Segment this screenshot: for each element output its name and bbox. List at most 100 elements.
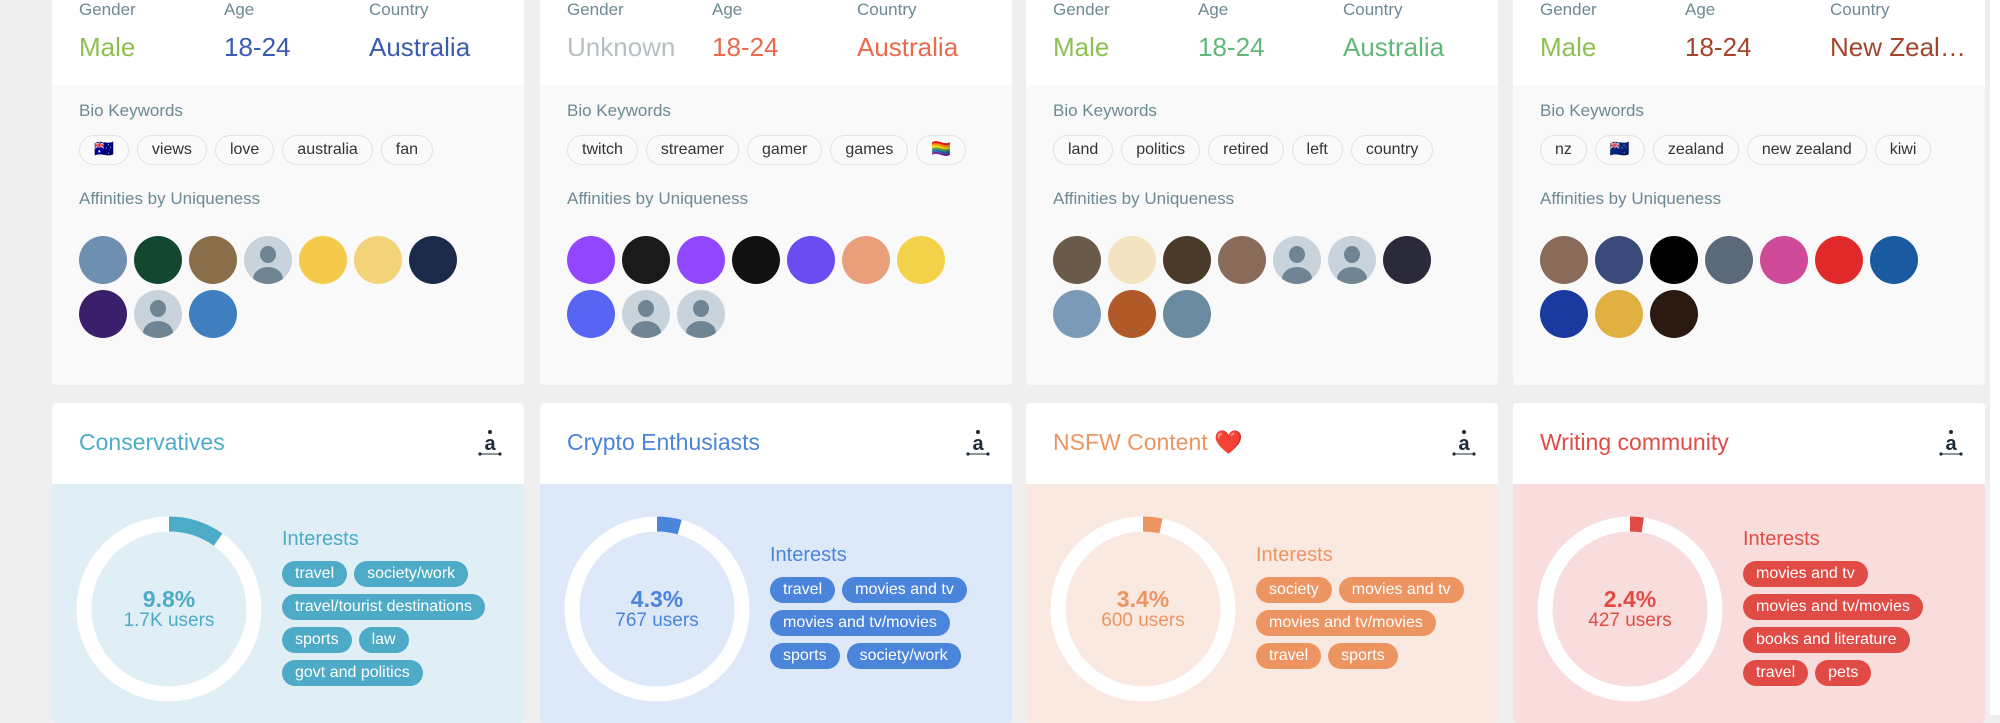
avatar[interactable] xyxy=(1540,290,1588,338)
avatar-placeholder-icon[interactable] xyxy=(1273,236,1321,284)
interest-chip[interactable]: books and literature xyxy=(1743,627,1910,653)
segment-body: 9.8% 1.7K users Interests travel society/wor… xyxy=(52,484,524,723)
keyword-chip[interactable]: new zealand xyxy=(1746,135,1867,165)
keyword-chip[interactable]: australia xyxy=(282,135,373,165)
interest-chip[interactable]: law xyxy=(358,627,409,653)
avatar[interactable] xyxy=(1815,236,1863,284)
segment-title[interactable]: NSFW Content ❤️ xyxy=(1053,429,1243,455)
avatar[interactable] xyxy=(189,290,237,338)
keyword-chip[interactable]: gamer xyxy=(747,135,823,165)
keyword-chip[interactable]: fan xyxy=(380,135,434,165)
keyword-chip[interactable]: love xyxy=(214,135,275,165)
segment-title[interactable]: Writing community xyxy=(1540,429,1729,455)
avatar[interactable] xyxy=(1650,236,1698,284)
interest-chip[interactable]: sports xyxy=(770,643,840,669)
avatar[interactable] xyxy=(842,236,890,284)
keyword-chip[interactable]: twitch xyxy=(567,135,638,165)
country-column: Country Australia xyxy=(369,0,470,63)
avatar[interactable] xyxy=(79,290,127,338)
avatar-placeholder-icon[interactable] xyxy=(244,236,292,284)
interest-chip[interactable]: travel xyxy=(282,561,348,587)
interest-chip[interactable]: movies and tv xyxy=(1338,577,1464,603)
avatar[interactable] xyxy=(732,236,780,284)
avatar[interactable] xyxy=(1595,290,1643,338)
interest-chip[interactable]: movies and tv/movies xyxy=(1256,610,1436,636)
avatar[interactable] xyxy=(1053,290,1101,338)
avatar[interactable] xyxy=(1053,236,1101,284)
keyword-chip[interactable]: nz xyxy=(1540,135,1587,165)
avatar[interactable] xyxy=(1163,236,1211,284)
avatar[interactable] xyxy=(1540,236,1588,284)
keyword-chip[interactable]: 🇦🇺 xyxy=(79,135,129,165)
interest-chip[interactable]: society/work xyxy=(846,643,961,669)
avatar[interactable] xyxy=(1870,236,1918,284)
keyword-chip[interactable]: retired xyxy=(1208,135,1284,165)
bio-keywords-heading: Bio Keywords xyxy=(1053,101,1157,120)
avatar[interactable] xyxy=(1218,236,1266,284)
avatar[interactable] xyxy=(134,236,182,284)
interest-chip[interactable]: movies and tv/movies xyxy=(770,610,950,636)
segment-title[interactable]: Conservatives xyxy=(79,429,225,455)
avatar[interactable] xyxy=(1650,290,1698,338)
interest-chip[interactable]: movies and tv xyxy=(1743,561,1868,587)
interests-heading: Interests xyxy=(1256,544,1333,566)
avatar[interactable] xyxy=(897,236,945,284)
avatar-placeholder-icon[interactable] xyxy=(677,290,725,338)
avatar[interactable] xyxy=(1108,290,1156,338)
donut-arc xyxy=(76,516,262,702)
interest-chip[interactable]: govt and politics xyxy=(282,660,423,686)
interest-chip[interactable]: sports xyxy=(282,627,352,653)
avatar[interactable] xyxy=(1383,236,1431,284)
avatar[interactable] xyxy=(1108,236,1156,284)
interest-chip[interactable]: travel xyxy=(770,577,836,603)
keyword-chip[interactable]: country xyxy=(1350,135,1434,165)
segment-title[interactable]: Crypto Enthusiasts xyxy=(567,429,761,455)
avatar[interactable] xyxy=(1760,236,1808,284)
avatar[interactable] xyxy=(677,236,725,284)
audiense-logo-icon[interactable]: a xyxy=(1939,429,1963,457)
keyword-chip[interactable]: zealand xyxy=(1652,135,1739,165)
scrollbar-track[interactable] xyxy=(1990,0,2000,715)
interest-chip[interactable]: travel xyxy=(1743,660,1809,686)
interest-chip[interactable]: society xyxy=(1256,577,1332,603)
avatar[interactable] xyxy=(299,236,347,284)
keyword-chip[interactable]: left xyxy=(1291,135,1343,165)
percentage-donut xyxy=(74,514,264,704)
avatar-placeholder-icon[interactable] xyxy=(622,290,670,338)
interest-chip[interactable]: travel xyxy=(1256,643,1322,669)
avatar-placeholder-icon[interactable] xyxy=(1328,236,1376,284)
avatar[interactable] xyxy=(409,236,457,284)
audiense-logo-icon[interactable]: a xyxy=(966,429,990,457)
avatar[interactable] xyxy=(1705,236,1753,284)
interest-chip[interactable]: society/work xyxy=(354,561,469,587)
interest-chip[interactable]: sports xyxy=(1328,643,1398,669)
keyword-chip[interactable]: streamer xyxy=(645,135,740,165)
keyword-chip[interactable]: politics xyxy=(1121,135,1201,165)
keyword-chip[interactable]: 🇳🇿 xyxy=(1594,135,1645,165)
keyword-chip[interactable]: views xyxy=(136,135,207,165)
keyword-chip[interactable]: land xyxy=(1053,135,1114,165)
gender-label: Gender xyxy=(1053,0,1110,19)
interest-chip[interactable]: movies and tv/movies xyxy=(1743,594,1923,620)
avatar[interactable] xyxy=(567,236,615,284)
audiense-logo-icon[interactable]: a xyxy=(1452,429,1476,457)
interest-chip[interactable]: travel/tourist destinations xyxy=(282,594,485,620)
avatar[interactable] xyxy=(1595,236,1643,284)
age-column: Age 18-24 xyxy=(712,0,779,63)
keyword-chip[interactable]: kiwi xyxy=(1874,135,1932,165)
avatar[interactable] xyxy=(189,236,237,284)
keyword-chip[interactable]: games xyxy=(830,135,909,165)
avatar[interactable] xyxy=(79,236,127,284)
interest-chip[interactable]: pets xyxy=(1815,660,1872,686)
avatar[interactable] xyxy=(1163,290,1211,338)
avatar[interactable] xyxy=(787,236,835,284)
country-label: Country xyxy=(857,0,917,19)
avatar[interactable] xyxy=(567,290,615,338)
keyword-chip[interactable]: 🏳️‍🌈 xyxy=(916,135,967,165)
avatar[interactable] xyxy=(622,236,670,284)
gender-value: Male xyxy=(79,32,136,62)
audiense-logo-icon[interactable]: a xyxy=(478,429,502,457)
interest-chip[interactable]: movies and tv xyxy=(842,577,967,603)
avatar[interactable] xyxy=(354,236,402,284)
avatar-placeholder-icon[interactable] xyxy=(134,290,182,338)
